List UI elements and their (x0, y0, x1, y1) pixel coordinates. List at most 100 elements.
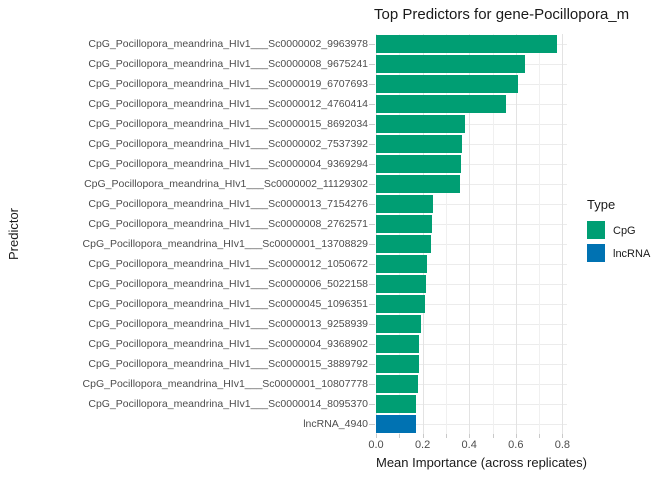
x-tick-mark (422, 434, 424, 438)
bar-cpg (376, 275, 427, 293)
y-tick-label: CpG_Pocillopora_meandrina_HIv1___Sc00000… (84, 177, 368, 190)
gridline-row (376, 263, 567, 265)
y-tick-label: CpG_Pocillopora_meandrina_HIv1___Sc00000… (88, 137, 368, 150)
y-tick-mark (369, 363, 375, 365)
y-tick-mark (369, 203, 375, 205)
gridline-x (515, 34, 517, 434)
legend-key-swatch (587, 221, 605, 239)
gridline-x (376, 34, 377, 434)
legend-item-label: CpG (613, 225, 636, 237)
y-tick-mark (369, 283, 375, 285)
gridline-row (376, 243, 567, 245)
gridline-x (562, 34, 564, 434)
y-tick-label: CpG_Pocillopora_meandrina_HIv1___Sc00000… (82, 237, 368, 250)
bar-cpg (376, 195, 434, 213)
y-tick-mark (369, 243, 375, 245)
bar-cpg (376, 355, 420, 373)
x-tick-mark (492, 434, 494, 438)
bar-cpg (376, 235, 431, 253)
bar-cpg (376, 115, 465, 133)
y-tick-label: CpG_Pocillopora_meandrina_HIv1___Sc00000… (88, 357, 368, 370)
bar-cpg (376, 135, 463, 153)
x-tick-mark (399, 434, 401, 438)
gridline-row (376, 183, 567, 185)
gridline-row (376, 143, 567, 145)
x-axis-title: Mean Importance (across replicates) (376, 455, 587, 470)
y-tick-mark (369, 323, 375, 325)
gridline-x (445, 34, 447, 434)
bar-cpg (376, 35, 557, 53)
y-tick-mark (369, 263, 375, 265)
chart-title: Top Predictors for gene-Pocillopora_m (374, 6, 630, 23)
y-tick-label: CpG_Pocillopora_meandrina_HIv1___Sc00000… (88, 117, 368, 130)
gridline-row (376, 403, 567, 405)
legend-title: Type (587, 197, 616, 212)
y-tick-mark (369, 383, 375, 385)
x-tick-label: 0.8 (554, 439, 571, 451)
legend: Type CpG lncRNA (587, 197, 672, 267)
y-tick-mark (369, 183, 375, 185)
bar-cpg (376, 315, 422, 333)
y-tick-label: CpG_Pocillopora_meandrina_HIv1___Sc00000… (88, 57, 368, 70)
y-tick-label: CpG_Pocillopora_meandrina_HIv1___Sc00000… (88, 77, 368, 90)
y-tick-label: CpG_Pocillopora_meandrina_HIv1___Sc00000… (88, 397, 368, 410)
legend-item-cpg: CpG (587, 221, 672, 239)
x-tick-mark (515, 434, 517, 438)
x-tick-label: 0.2 (414, 439, 431, 451)
y-axis-title: Predictor (6, 174, 21, 294)
y-tick-mark (369, 123, 375, 125)
y-tick-mark (369, 343, 375, 345)
gridline-row (376, 203, 567, 205)
gridline-row (376, 163, 567, 165)
bar-cpg (376, 215, 432, 233)
bar-cpg (376, 155, 462, 173)
y-tick-label: CpG_Pocillopora_meandrina_HIv1___Sc00000… (82, 377, 368, 390)
y-tick-mark (369, 143, 375, 145)
x-tick-label: 0.0 (368, 439, 384, 451)
gridline-x (539, 34, 541, 434)
y-tick-label: CpG_Pocillopora_meandrina_HIv1___Sc00000… (88, 37, 368, 50)
gridline-row (376, 363, 567, 365)
plot-panel (376, 34, 567, 434)
y-tick-label: CpG_Pocillopora_meandrina_HIv1___Sc00000… (88, 257, 368, 270)
y-tick-label: CpG_Pocillopora_meandrina_HIv1___Sc00000… (88, 97, 368, 110)
x-tick-mark (469, 434, 471, 438)
y-axis-title-text: Predictor (6, 207, 21, 261)
x-axis: 0.0 0.2 0.4 0.6 0.8 (368, 434, 596, 456)
x-tick-mark (376, 434, 377, 438)
gridline-x (422, 34, 424, 434)
y-tick-label: CpG_Pocillopora_meandrina_HIv1___Sc00000… (88, 317, 368, 330)
y-tick-mark (369, 83, 375, 85)
bar-cpg (376, 375, 418, 393)
y-tick-label: lncRNA_4940 (303, 417, 368, 430)
legend-item-lncrna: lncRNA (587, 244, 672, 262)
y-tick-label: CpG_Pocillopora_meandrina_HIv1___Sc00000… (88, 217, 368, 230)
bar-lncrna (376, 415, 416, 433)
y-tick-mark (369, 163, 375, 165)
y-tick-mark (369, 423, 375, 425)
gridline-row (376, 323, 567, 325)
bar-cpg (376, 395, 416, 413)
bar-cpg (376, 335, 420, 353)
gridline-row (376, 123, 567, 125)
y-tick-label: CpG_Pocillopora_meandrina_HIv1___Sc00000… (88, 337, 368, 350)
y-tick-label: CpG_Pocillopora_meandrina_HIv1___Sc00000… (88, 297, 368, 310)
gridline-x (399, 34, 401, 434)
bar-cpg (376, 95, 507, 113)
x-tick-mark (445, 434, 447, 438)
gridline-row (376, 303, 567, 305)
gridline-row (376, 383, 567, 385)
gridline-x (492, 34, 494, 434)
y-tick-label: CpG_Pocillopora_meandrina_HIv1___Sc00000… (88, 157, 368, 170)
gridline-row (376, 343, 567, 345)
bar-cpg (376, 55, 526, 73)
gridline-row (376, 283, 567, 285)
y-tick-label: CpG_Pocillopora_meandrina_HIv1___Sc00000… (88, 277, 368, 290)
legend-item-label: lncRNA (613, 248, 651, 260)
y-tick-mark (369, 403, 375, 405)
y-tick-label: CpG_Pocillopora_meandrina_HIv1___Sc00000… (88, 197, 368, 210)
y-tick-mark (369, 303, 375, 305)
y-tick-mark (369, 223, 375, 225)
y-axis-labels: CpG_Pocillopora_meandrina_HIv1___Sc00000… (0, 34, 376, 434)
